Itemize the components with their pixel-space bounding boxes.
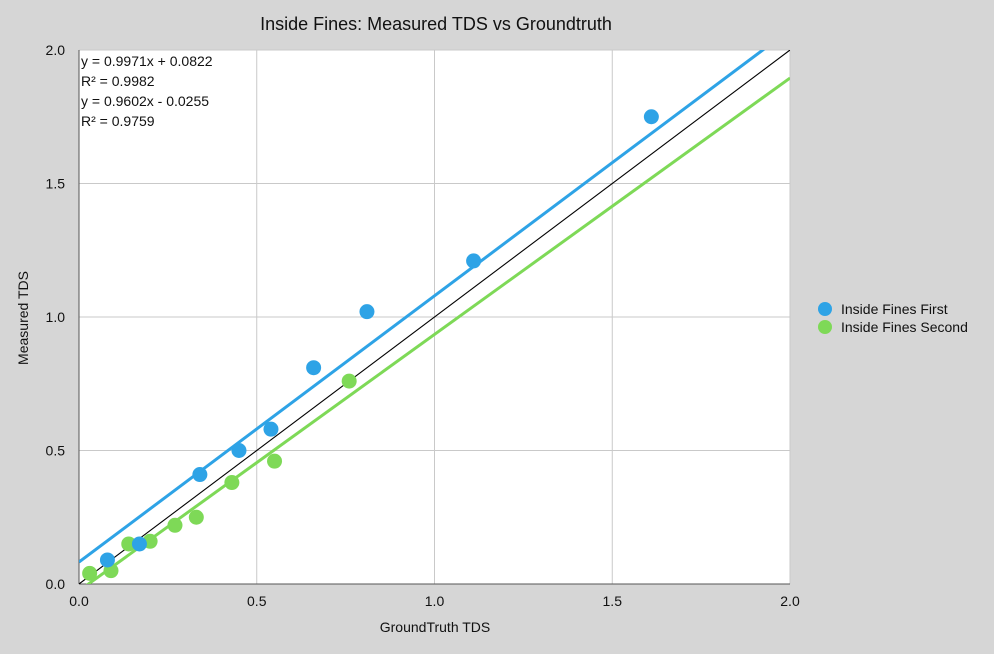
data-point-series-1 xyxy=(306,360,322,376)
plot-area: 0.0 0.5 1.0 1.5 2.0 0.0 0.5 1.0 1.5 2.0 y = 0.9971… xyxy=(46,42,800,609)
trendline-annotation: y = 0.9971x + 0.0822 xyxy=(81,53,213,69)
data-point-series-1 xyxy=(263,421,279,437)
y-tick-label: 2.0 xyxy=(46,42,66,58)
y-tick-label: 0.0 xyxy=(46,576,66,592)
y-tick-label: 1.0 xyxy=(46,309,66,325)
x-tick-label: 0.0 xyxy=(69,593,89,609)
data-point-series-2 xyxy=(267,453,283,469)
data-point-series-2 xyxy=(224,475,240,491)
trendline-annotation: y = 0.9602x - 0.0255 xyxy=(81,93,209,109)
legend-marker xyxy=(818,302,832,316)
data-point-series-2 xyxy=(121,536,137,552)
data-point-series-1 xyxy=(99,552,115,568)
data-point-series-2 xyxy=(82,565,98,581)
trendline-annotation: R² = 0.9759 xyxy=(81,113,155,129)
y-tick-label: 1.5 xyxy=(46,176,66,192)
data-point-series-1 xyxy=(643,109,659,125)
identity-line xyxy=(79,50,790,584)
data-point-series-1 xyxy=(192,467,208,483)
data-point-series-1 xyxy=(359,304,375,320)
data-point-series-1 xyxy=(466,253,482,269)
legend-label: Inside Fines Second xyxy=(841,319,968,335)
data-point-series-2 xyxy=(167,517,183,533)
y-axis-title: Measured TDS xyxy=(15,271,31,365)
legend-marker xyxy=(818,320,832,334)
y-tick-label: 0.5 xyxy=(46,443,66,459)
x-tick-label: 2.0 xyxy=(780,593,800,609)
data-point-series-2 xyxy=(188,509,204,525)
x-tick-label: 1.5 xyxy=(603,593,623,609)
x-tick-label: 1.0 xyxy=(425,593,445,609)
data-point-series-1 xyxy=(231,443,247,458)
legend-label: Inside Fines First xyxy=(841,301,948,317)
data-point-series-2 xyxy=(341,373,357,389)
data-point-series-1 xyxy=(131,536,147,552)
x-tick-label: 0.5 xyxy=(247,593,267,609)
x-axis-title: GroundTruth TDS xyxy=(380,619,491,635)
trendline-series-2 xyxy=(85,76,790,584)
legend: Inside Fines First Inside Fines Second xyxy=(818,301,968,335)
trendline-annotation: R² = 0.9982 xyxy=(81,73,155,89)
chart-title: Inside Fines: Measured TDS vs Groundtrut… xyxy=(260,14,612,34)
